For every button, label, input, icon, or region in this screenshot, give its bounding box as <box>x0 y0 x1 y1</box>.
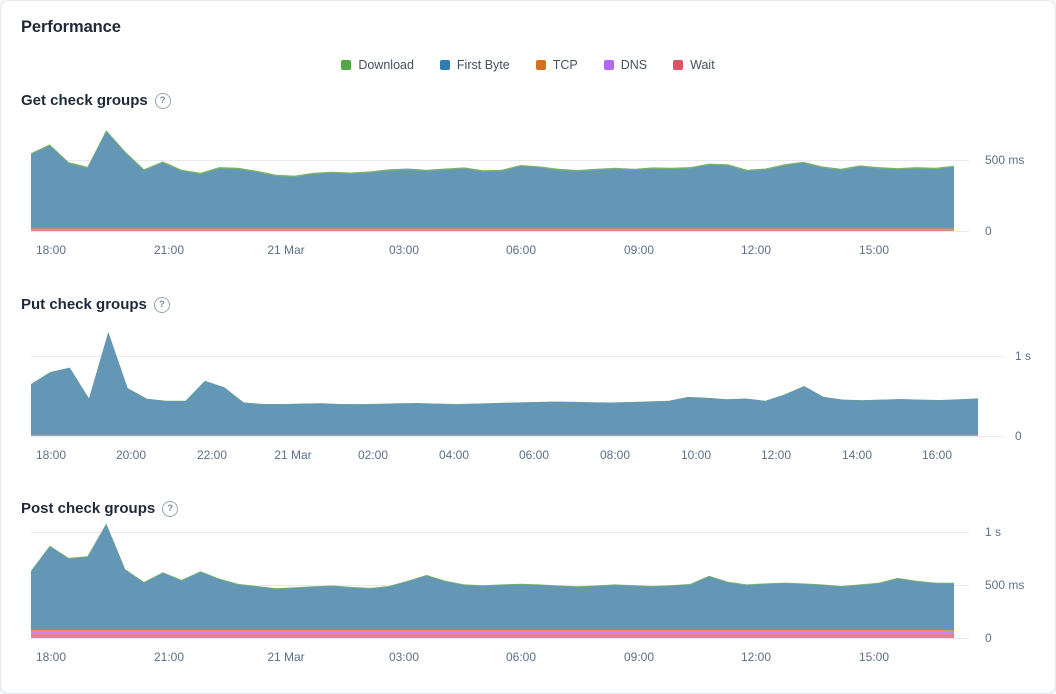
y-axis-tick: 500 ms <box>985 153 1025 167</box>
help-icon[interactable]: ? <box>153 297 170 313</box>
x-axis-tick: 22:00 <box>196 448 228 462</box>
grid-line <box>31 638 969 639</box>
x-axis-tick: 21 Mar <box>274 448 312 462</box>
legend-item-first-byte[interactable]: First Byte <box>439 58 510 72</box>
legend-swatch-first-byte <box>439 60 450 70</box>
x-axis-tick: 16:00 <box>921 448 953 462</box>
x-axis-tick: 21:00 <box>153 650 185 664</box>
grid-line <box>31 532 969 533</box>
legend-item-dns[interactable]: DNS <box>603 58 648 72</box>
x-axis-tick: 20:00 <box>115 448 147 462</box>
x-axis-tick: 06:00 <box>505 650 537 664</box>
legend-label: DNS <box>620 58 648 72</box>
x-axis-tick: 18:00 <box>35 650 67 664</box>
x-axis-tick: 02:00 <box>357 448 389 462</box>
x-axis-tick: 09:00 <box>623 650 655 664</box>
legend-swatch-download <box>341 60 352 70</box>
y-axis-tick: 500 ms <box>985 578 1025 592</box>
y-axis-tick: 0 <box>985 224 992 238</box>
y-axis-tick: 1 s <box>985 525 1002 539</box>
x-axis-tick: 21 Mar <box>267 650 305 664</box>
chart-legend: Download First Byte TCP DNS Wait <box>1 57 1055 73</box>
x-axis-tick: 10:00 <box>680 448 712 462</box>
x-axis-tick: 09:00 <box>623 243 655 257</box>
grid-line <box>31 160 969 161</box>
legend-swatch-dns <box>603 60 614 70</box>
area-layer-first-byte <box>31 524 954 638</box>
x-axis-tick: 21 Mar <box>267 243 305 257</box>
x-axis-tick: 03:00 <box>388 650 420 664</box>
grid-line <box>31 436 1004 437</box>
area-chart-get-check-groups[interactable] <box>31 116 954 231</box>
legend-swatch-tcp <box>535 60 546 70</box>
x-axis-tick: 06:00 <box>505 243 537 257</box>
x-axis-tick: 03:00 <box>388 243 420 257</box>
x-axis-tick: 21:00 <box>153 243 185 257</box>
x-axis-tick: 12:00 <box>740 650 772 664</box>
x-axis-tick: 06:00 <box>518 448 550 462</box>
x-axis-tick: 14:00 <box>841 448 873 462</box>
x-axis-tick: 12:00 <box>740 243 772 257</box>
legend-item-wait[interactable]: Wait <box>673 58 715 72</box>
area-layer-wait <box>31 229 954 231</box>
x-axis-tick: 15:00 <box>858 650 890 664</box>
area-layer-first-byte <box>31 131 954 231</box>
y-axis-tick: 1 s <box>1015 349 1032 363</box>
chart-title-get-check-groups: Get check groups ? <box>21 92 171 109</box>
area-chart-put-check-groups[interactable] <box>31 321 978 436</box>
help-icon[interactable]: ? <box>162 501 179 517</box>
grid-line <box>31 356 1004 357</box>
chart-title-put-check-groups: Put check groups ? <box>21 296 170 313</box>
x-axis-tick: 08:00 <box>599 448 631 462</box>
help-icon[interactable]: ? <box>154 93 171 109</box>
x-axis-tick: 18:00 <box>35 243 67 257</box>
x-axis-tick: 18:00 <box>35 448 67 462</box>
chart-title-label: Get check groups <box>21 92 148 109</box>
legend-swatch-wait <box>673 60 684 70</box>
legend-label: Wait <box>690 58 715 72</box>
area-layer-wait <box>31 634 954 638</box>
legend-item-download[interactable]: Download <box>341 58 414 72</box>
x-axis-tick: 15:00 <box>858 243 890 257</box>
area-layer-wait <box>31 435 978 436</box>
y-axis-tick: 0 <box>985 631 992 645</box>
chart-title-label: Put check groups <box>21 296 147 313</box>
panel-title: Performance <box>21 18 121 36</box>
x-axis-tick: 04:00 <box>438 448 470 462</box>
chart-title-label: Post check groups <box>21 500 156 517</box>
y-axis-tick: 0 <box>1015 429 1022 443</box>
area-layer-first-byte <box>31 332 978 436</box>
legend-label: TCP <box>552 58 578 72</box>
area-chart-post-check-groups[interactable] <box>31 519 954 638</box>
chart-title-post-check-groups: Post check groups ? <box>21 500 179 517</box>
grid-line <box>31 231 969 232</box>
legend-label: Download <box>358 58 414 72</box>
legend-item-tcp[interactable]: TCP <box>535 58 578 72</box>
legend-label: First Byte <box>456 58 510 72</box>
x-axis-tick: 12:00 <box>760 448 792 462</box>
